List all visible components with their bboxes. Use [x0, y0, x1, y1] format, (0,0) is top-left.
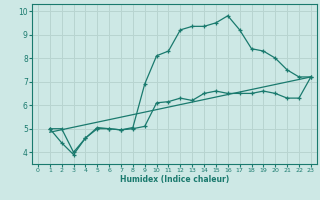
X-axis label: Humidex (Indice chaleur): Humidex (Indice chaleur)	[120, 175, 229, 184]
